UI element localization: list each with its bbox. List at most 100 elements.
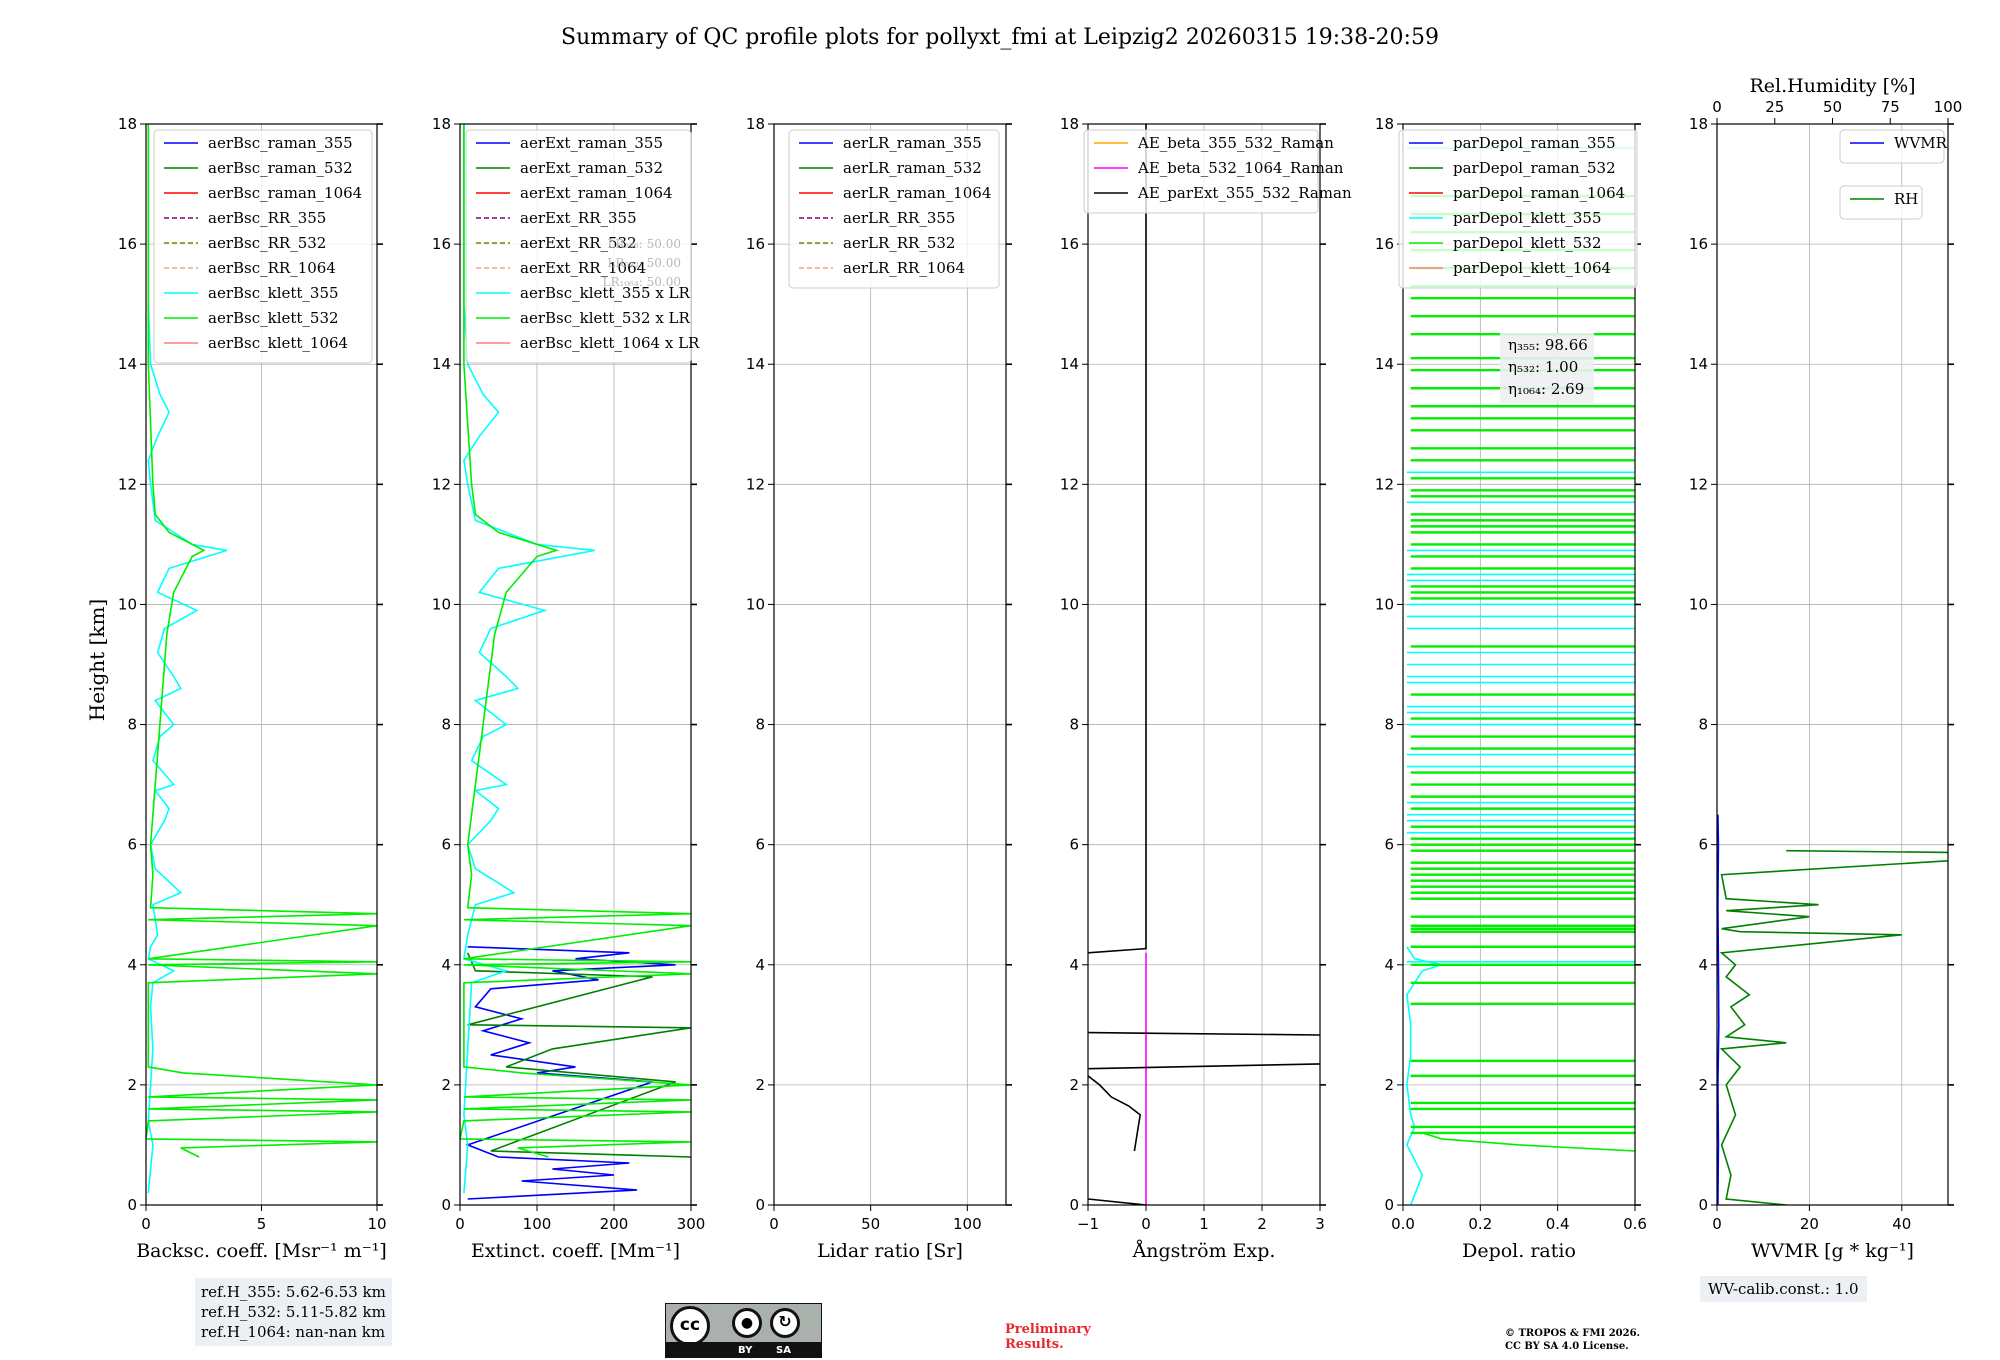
legend-entry: aerBsc_klett_532 (208, 309, 339, 327)
x2-tick-label: 25 (1765, 98, 1784, 116)
series-line-AE_parExt_355_532_Raman (1088, 1031, 1320, 1036)
panel-frame (1087, 123, 1321, 1206)
x-tick-label: 100 (523, 1215, 552, 1233)
legend-entry: aerExt_RR_1064 (520, 259, 646, 277)
y-tick-label: 10 (746, 595, 765, 613)
y-tick-label: 14 (1689, 355, 1708, 373)
y-tick-label: 18 (432, 115, 451, 133)
legend-entry: aerExt_raman_532 (520, 159, 663, 177)
x-tick-label: 0 (1712, 1215, 1722, 1233)
series-line-aerBsc_klett_355 x LR (462, 124, 595, 1194)
y-tick-label: 6 (1384, 836, 1394, 854)
eta-annotation: η₁₀₆₄: 2.69 (1508, 380, 1584, 398)
panel-3: 0 50 100 0 2 4 6 8 10 12 14 16 18 Lidar ratio [Sr] aer… (746, 115, 1012, 1262)
x-tick-label: 1 (1199, 1215, 1209, 1233)
y-tick-label: 0 (127, 1196, 137, 1214)
y-tick-label: 2 (755, 1076, 765, 1094)
x-tick-label: 100 (953, 1215, 982, 1233)
y-tick-label: 16 (1375, 235, 1394, 253)
figure-title: Summary of QC profile plots for pollyxt_… (561, 25, 1439, 50)
legend-entry: parDepol_raman_532 (1453, 159, 1616, 177)
series-group (460, 124, 691, 1200)
y-tick-label: 12 (432, 475, 451, 493)
legend-entry: AE_beta_532_1064_Raman (1137, 159, 1344, 177)
panel-frame (145, 123, 378, 1206)
ref-height-355: ref.H_355: 5.62-6.53 km (201, 1283, 386, 1301)
preliminary-line-1: Preliminary (1005, 1322, 1091, 1337)
series-line-RH (1719, 849, 1948, 1205)
legend-entry: aerBsc_raman_355 (208, 134, 353, 152)
x2-tick-label: 50 (1823, 98, 1842, 116)
y-tick-label: 0 (1698, 1196, 1708, 1214)
legend-entry: aerExt_raman_355 (520, 134, 663, 152)
legend-entry: aerBsc_klett_355 x LR (520, 284, 691, 302)
legend: parDepol_raman_355 parDepol_raman_532 parD… (1398, 129, 1638, 289)
y-tick-label: 16 (746, 235, 765, 253)
cc-logo-icon: cc (670, 1306, 710, 1346)
reference-height-box: ref.H_355: 5.62-6.53 km ref.H_532: 5.11-… (195, 1278, 392, 1346)
panel-frame (773, 123, 1007, 1206)
panel-5: 0.0 0.2 0.4 0.6 0 2 4 6 8 10 12 14 16 18 Depol. ratio p… (1375, 115, 1647, 1262)
eta-annotation: η₅₃₂: 1.00 (1508, 358, 1578, 376)
y-tick-label: 16 (118, 235, 137, 253)
y-tick-label: 12 (1689, 475, 1708, 493)
y-tick-label: 10 (1060, 595, 1079, 613)
x-axis-label: Backsc. coeff. [Msr⁻¹ m⁻¹] (136, 1240, 387, 1262)
y-tick-label: 0 (441, 1196, 451, 1214)
copyright-line-2: CC BY SA 4.0 License. (1505, 1341, 1629, 1352)
legend-frame (1839, 129, 1945, 164)
x2-tick-label: 75 (1881, 98, 1900, 116)
y-tick-label: 6 (1069, 836, 1079, 854)
legend-frame (788, 129, 1000, 289)
legend-entry: aerExt_RR_355 (520, 209, 637, 227)
y-tick-label: 18 (746, 115, 765, 133)
eta-annotation: η₃₅₅: 98.66 (1508, 336, 1588, 354)
legend-entry: aerBsc_raman_1064 (208, 184, 362, 202)
cc-license-badge: cc ● ↻ BY SA (665, 1303, 822, 1358)
y-tick-label: 12 (118, 475, 137, 493)
panel-1: 0 5 10 0 2 4 6 8 10 12 14 16 18 Backsc. coeff. [Msr⁻¹… (118, 115, 387, 1262)
y-tick-label: 18 (118, 115, 137, 133)
y-tick-label: 10 (432, 595, 451, 613)
series-group (1406, 147, 1635, 1205)
series-line-AE_parExt_355_532_Raman (1088, 124, 1147, 954)
y-tick-label: 4 (1698, 956, 1708, 974)
x2-tick-label: 0 (1712, 98, 1722, 116)
panel-2: 0 100 200 300 0 2 4 6 8 10 12 14 16 18 Extinct. coeff.… (432, 115, 705, 1262)
legend-entry: parDepol_raman_1064 (1453, 184, 1625, 202)
legend-entry: aerLR_RR_532 (843, 234, 955, 252)
y-tick-label: 0 (755, 1196, 765, 1214)
x-tick-label: 0.4 (1546, 1215, 1570, 1233)
y-tick-label: 6 (441, 836, 451, 854)
x-tick-label: −1 (1077, 1215, 1099, 1233)
preliminary-results-note: Preliminary Results. (1005, 1322, 1091, 1352)
legend-entry: parDepol_raman_355 (1453, 134, 1616, 152)
y-tick-label: 4 (441, 956, 451, 974)
y-axis-label: Height [km] (85, 599, 109, 721)
legend-frame (465, 129, 692, 364)
y-tick-label: 8 (127, 716, 137, 734)
x-tick-label: 200 (600, 1215, 629, 1233)
series-line-aerBsc_klett_532 (146, 124, 377, 1158)
y-tick-label: 12 (1375, 475, 1394, 493)
legend-entry: aerBsc_klett_1064 (208, 334, 348, 352)
legend-entry: aerLR_raman_355 (843, 134, 982, 152)
y-tick-label: 0 (1069, 1196, 1079, 1214)
y-tick-label: 8 (1384, 716, 1394, 734)
legend-entry: aerLR_raman_1064 (843, 184, 991, 202)
eta-box-bg (1500, 333, 1594, 403)
y-tick-label: 2 (127, 1076, 137, 1094)
x-tick-label: 20 (1800, 1215, 1819, 1233)
preliminary-line-2: Results. (1005, 1337, 1064, 1352)
wv-calibration-box: WV-calib.const.: 1.0 (1700, 1276, 1867, 1302)
x2-tick-label: 100 (1934, 98, 1963, 116)
legend-entry: aerLR_RR_355 (843, 209, 955, 227)
y-tick-label: 2 (441, 1076, 451, 1094)
y-tick-label: 10 (1689, 595, 1708, 613)
y-tick-label: 2 (1384, 1076, 1394, 1094)
y-tick-label: 8 (1698, 716, 1708, 734)
y-tick-label: 8 (755, 716, 765, 734)
y-tick-label: 6 (1698, 836, 1708, 854)
copyright-line-1: © TROPOS & FMI 2026. (1505, 1328, 1641, 1339)
ref-height-532: ref.H_532: 5.11-5.82 km (201, 1303, 386, 1321)
